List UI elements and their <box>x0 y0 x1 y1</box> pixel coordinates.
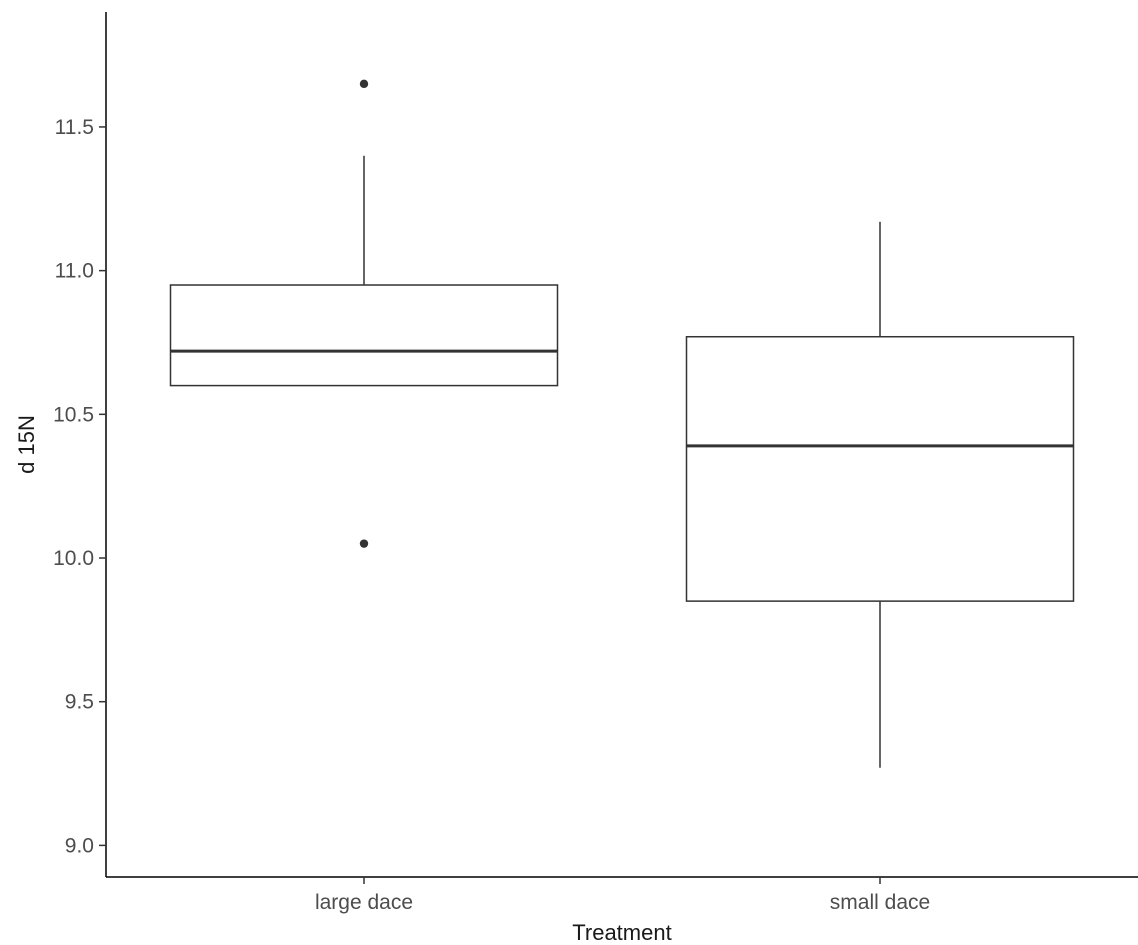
outlier-point <box>359 539 369 548</box>
box-large-dace <box>169 79 559 548</box>
y-tick-label: 10.5 <box>53 403 94 426</box>
y-axis-ticks: 9.0 9.5 10.0 10.5 11.0 11.5 <box>53 116 106 857</box>
x-axis-title: Treatment <box>572 920 671 945</box>
interquartile-box <box>685 335 1075 602</box>
x-axis-ticks: large dace small dace <box>315 877 930 914</box>
y-tick-label: 11.5 <box>55 116 94 139</box>
interquartile-box <box>169 284 559 387</box>
y-tick-label: 11.0 <box>55 260 94 283</box>
y-tick-label: 10.0 <box>53 547 94 570</box>
plot-area <box>169 79 1075 768</box>
y-tick-label: 9.5 <box>65 691 94 714</box>
outlier-point <box>359 79 369 89</box>
x-tick-label: small dace <box>830 891 930 914</box>
y-axis-title: d 15N <box>14 415 39 474</box>
x-tick-label: large dace <box>315 891 413 914</box>
y-tick-label: 9.0 <box>65 834 94 857</box>
box-small-dace <box>685 221 1075 768</box>
